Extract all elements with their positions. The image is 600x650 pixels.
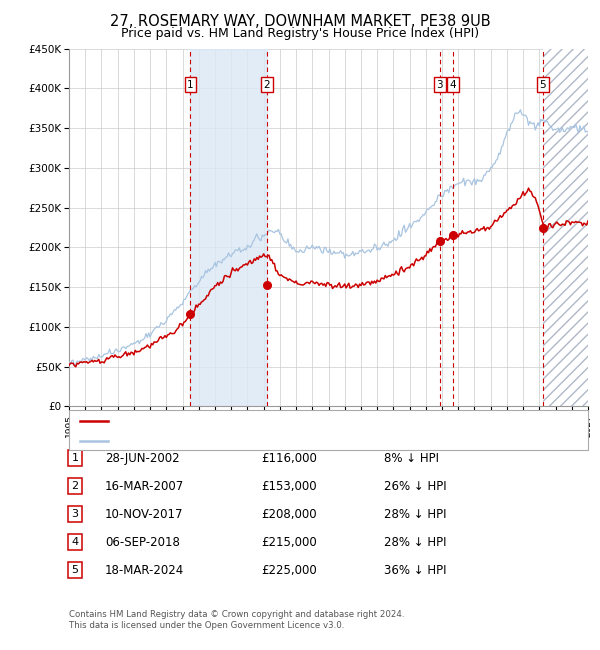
Text: 3: 3 <box>436 79 443 90</box>
Text: Contains HM Land Registry data © Crown copyright and database right 2024.: Contains HM Land Registry data © Crown c… <box>69 610 404 619</box>
Bar <box>190 49 267 406</box>
Text: 2: 2 <box>71 481 79 491</box>
Bar <box>543 49 588 406</box>
Text: 28% ↓ HPI: 28% ↓ HPI <box>384 508 446 521</box>
Text: 4: 4 <box>450 79 457 90</box>
Text: 5: 5 <box>539 79 546 90</box>
Text: 1: 1 <box>71 453 79 463</box>
Text: This data is licensed under the Open Government Licence v3.0.: This data is licensed under the Open Gov… <box>69 621 344 630</box>
Text: 3: 3 <box>71 509 79 519</box>
Text: 16-MAR-2007: 16-MAR-2007 <box>105 480 184 493</box>
Text: HPI: Average price, detached house, King's Lynn and West Norfolk: HPI: Average price, detached house, King… <box>112 436 442 446</box>
Text: 5: 5 <box>71 565 79 575</box>
Text: 10-NOV-2017: 10-NOV-2017 <box>105 508 184 521</box>
Text: 27, ROSEMARY WAY, DOWNHAM MARKET, PE38 9UB: 27, ROSEMARY WAY, DOWNHAM MARKET, PE38 9… <box>110 14 490 29</box>
Text: £215,000: £215,000 <box>261 536 317 549</box>
Text: 2: 2 <box>264 79 271 90</box>
Text: 26% ↓ HPI: 26% ↓ HPI <box>384 480 446 493</box>
Text: 8% ↓ HPI: 8% ↓ HPI <box>384 452 439 465</box>
Text: 28-JUN-2002: 28-JUN-2002 <box>105 452 179 465</box>
Text: 1: 1 <box>187 79 194 90</box>
Text: £208,000: £208,000 <box>261 508 317 521</box>
Text: 4: 4 <box>71 537 79 547</box>
Text: £153,000: £153,000 <box>261 480 317 493</box>
Text: 36% ↓ HPI: 36% ↓ HPI <box>384 564 446 577</box>
Text: £116,000: £116,000 <box>261 452 317 465</box>
Text: £225,000: £225,000 <box>261 564 317 577</box>
Text: 18-MAR-2024: 18-MAR-2024 <box>105 564 184 577</box>
Text: Price paid vs. HM Land Registry's House Price Index (HPI): Price paid vs. HM Land Registry's House … <box>121 27 479 40</box>
Text: 06-SEP-2018: 06-SEP-2018 <box>105 536 180 549</box>
Text: 28% ↓ HPI: 28% ↓ HPI <box>384 536 446 549</box>
Text: 27, ROSEMARY WAY, DOWNHAM MARKET, PE38 9UB (detached house): 27, ROSEMARY WAY, DOWNHAM MARKET, PE38 9… <box>112 416 463 426</box>
